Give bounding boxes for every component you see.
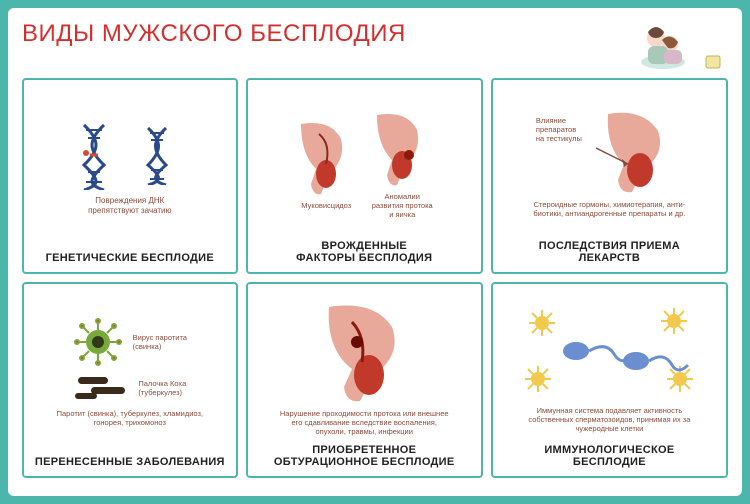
- immuno-sub-caption: Иммунная система подавляет активность со…: [528, 406, 690, 433]
- couple-illustration: [618, 20, 728, 70]
- page-title: ВИДЫ МУЖСКОГО БЕСПЛОДИЯ: [22, 20, 406, 48]
- congenital-body: Муковисцидоз Аномалии развития протока и…: [256, 88, 473, 236]
- congenital-left-caption: Муковисцидоз: [301, 201, 351, 210]
- bacillus-icon: [73, 373, 128, 403]
- card-diseases: Вирус паротита (свинка) Палочка Коха (ту…: [22, 282, 238, 478]
- card-title: ВРОЖДЕННЫЕ ФАКТОРЫ БЕСПЛОДИЯ: [256, 240, 473, 264]
- card-genetic: Повреждения ДНК препятствуют зачатию ГЕН…: [22, 78, 238, 274]
- drugs-sub-caption: Стероидные гормоны, химиотерапия, анти- …: [533, 200, 685, 218]
- anatomy-drug-icon: [588, 106, 683, 196]
- card-grid: Повреждения ДНК препятствуют зачатию ГЕН…: [22, 78, 728, 478]
- card-drugs: Влияние препаратов на тестикулы Стероидн…: [491, 78, 728, 274]
- diseases-sub-caption: Паротит (свинка), туберкулез, хламидиоз,…: [57, 409, 203, 427]
- drugs-arrow-caption: Влияние препаратов на тестикулы: [536, 116, 582, 143]
- diseases-body: Вирус паротита (свинка) Палочка Коха (ту…: [32, 292, 228, 452]
- card-title: ПОСЛЕДСТВИЯ ПРИЕМА ЛЕКАРСТВ: [501, 240, 718, 264]
- sperm-immune-icon: [514, 299, 704, 404]
- header: ВИДЫ МУЖСКОГО БЕСПЛОДИЯ: [22, 20, 728, 70]
- virus-caption: Вирус паротита (свинка): [133, 333, 187, 351]
- anatomy-icon: [291, 114, 361, 199]
- card-title: ИММУНОЛОГИЧЕСКОЕ БЕСПЛОДИЕ: [501, 444, 718, 468]
- card-title: ПРИОБРЕТЕННОЕ ОБТУРАЦИОННОЕ БЕСПЛОДИЕ: [256, 444, 473, 468]
- dna-icon: [138, 125, 188, 185]
- obstruction-sub-caption: Нарушение проходимости протока или внешн…: [280, 409, 449, 436]
- virus-icon: [73, 317, 123, 367]
- card-obstruction: Нарушение проходимости протока или внешн…: [246, 282, 483, 478]
- bacillus-caption: Палочка Коха (туберкулез): [138, 379, 186, 397]
- congenital-right-caption: Аномалии развития протока и яичка: [372, 192, 433, 219]
- poster: ВИДЫ МУЖСКОГО БЕСПЛОДИЯ: [8, 8, 742, 496]
- dna-icon: [72, 120, 132, 190]
- drugs-body: Влияние препаратов на тестикулы Стероидн…: [501, 88, 718, 236]
- card-title: ПЕРЕНЕСЕННЫЕ ЗАБОЛЕВАНИЯ: [32, 456, 228, 468]
- card-immuno: Иммунная система подавляет активность со…: [491, 282, 728, 478]
- anatomy-obstruction-icon: [304, 297, 424, 407]
- card-congenital: Муковисцидоз Аномалии развития протока и…: [246, 78, 483, 274]
- anatomy-icon: [367, 105, 437, 190]
- obstruction-body: Нарушение проходимости протока или внешн…: [256, 292, 473, 440]
- card-title: ГЕНЕТИЧЕСКИЕ БЕСПЛОДИЕ: [32, 252, 228, 264]
- genetic-body: Повреждения ДНК препятствуют зачатию: [32, 88, 228, 248]
- genetic-caption: Повреждения ДНК препятствуют зачатию: [88, 196, 171, 215]
- immuno-body: Иммунная система подавляет активность со…: [501, 292, 718, 440]
